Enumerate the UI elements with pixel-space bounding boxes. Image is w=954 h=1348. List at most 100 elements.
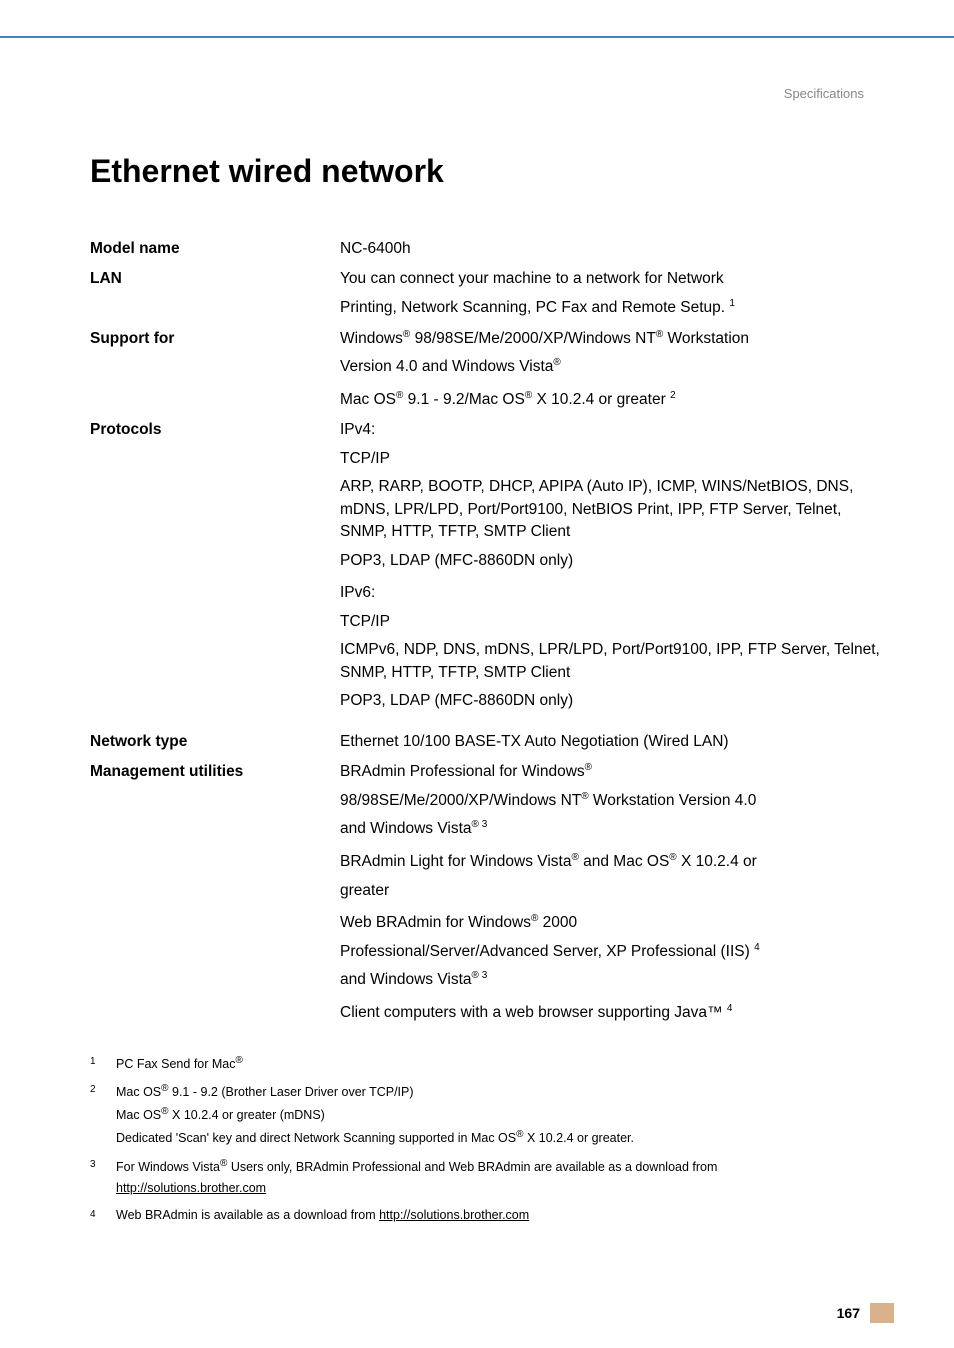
block: ICMPv6, NDP, DNS, mDNS, LPR/LPD, Port/Po…	[340, 639, 884, 712]
text: IPv6:	[340, 582, 884, 604]
t: You can connect your machine to a networ…	[340, 270, 724, 287]
t: 3	[482, 970, 488, 981]
value-protocols: IPv4: TCP/IP ARP, RARP, BOOTP, DHCP, API…	[340, 419, 884, 722]
t: 98/98SE/Me/2000/XP/Windows NT	[410, 330, 656, 347]
text: ICMPv6, NDP, DNS, mDNS, LPR/LPD, Port/Po…	[340, 639, 884, 684]
reg-mark: ®	[161, 1106, 168, 1117]
reg-mark: ®	[516, 1129, 523, 1140]
t: For Windows Vista	[116, 1160, 220, 1174]
t: X 10.2.4 or	[677, 853, 757, 870]
fn-num: 3	[90, 1156, 116, 1200]
text: and Windows Vista® 3	[340, 969, 884, 992]
text: Version 4.0 and Windows Vista®	[340, 356, 884, 379]
footnote-2: 2 Mac OS® 9.1 - 9.2 (Brother Laser Drive…	[90, 1081, 884, 1150]
label-protocols: Protocols	[90, 419, 340, 722]
text: 98/98SE/Me/2000/XP/Windows NT® Workstati…	[340, 790, 884, 813]
label-lan: LAN	[90, 268, 340, 319]
block: ARP, RARP, BOOTP, DHCP, APIPA (Auto IP),…	[340, 476, 884, 572]
footnote-4: 4 Web BRAdmin is available as a download…	[90, 1206, 884, 1227]
value-model-name: NC-6400h	[340, 238, 884, 260]
text: Mac OS® 9.1 - 9.2 (Brother Laser Driver …	[116, 1081, 634, 1102]
t: and Windows Vista	[340, 820, 472, 837]
text: Windows® 98/98SE/Me/2000/XP/Windows NT® …	[340, 328, 884, 351]
text: Web BRAdmin for Windows® 2000	[340, 912, 884, 935]
footnote-ref-2: 2	[670, 390, 676, 401]
text: BRAdmin Light for Windows Vista® and Mac…	[340, 851, 884, 874]
block: BRAdmin Professional for Windows® 98/98S…	[340, 761, 884, 841]
block: Windows® 98/98SE/Me/2000/XP/Windows NT® …	[340, 328, 884, 379]
t: 3	[482, 819, 488, 830]
t: Printing, Network Scanning, PC Fax and R…	[340, 299, 729, 316]
t: Dedicated 'Scan' key and direct Network …	[116, 1131, 516, 1145]
label-mgmt: Management utilities	[90, 761, 340, 1024]
t: Users only, BRAdmin Professional and Web…	[227, 1160, 717, 1174]
block: BRAdmin Light for Windows Vista® and Mac…	[340, 851, 884, 902]
text: and Windows Vista® 3	[340, 818, 884, 841]
t: Web BRAdmin is available as a download f…	[116, 1208, 379, 1222]
fn-num: 2	[90, 1081, 116, 1150]
fn-body: For Windows Vista® Users only, BRAdmin P…	[116, 1156, 717, 1200]
footnote-ref-3b: 3	[479, 970, 487, 981]
t: X 10.2.4 or greater	[532, 391, 670, 408]
link[interactable]: http://solutions.brother.com	[116, 1181, 266, 1195]
t: X 10.2.4 or greater (mDNS)	[169, 1109, 325, 1123]
page-content: Ethernet wired network Model name NC-640…	[0, 153, 954, 1227]
text: Client computers with a web browser supp…	[340, 1002, 884, 1025]
text: Ethernet 10/100 BASE-TX Auto Negotiation…	[340, 733, 729, 750]
block: Web BRAdmin for Windows® 2000 Profession…	[340, 912, 884, 992]
reg-mark: ®	[581, 791, 588, 802]
text: BRAdmin Professional for Windows®	[340, 761, 884, 784]
reg-mark: ®	[161, 1083, 168, 1094]
side-tab	[870, 1303, 894, 1323]
footnote-ref-4b: 4	[727, 1003, 733, 1014]
text: Dedicated 'Scan' key and direct Network …	[116, 1127, 634, 1148]
reg-mark: ®	[472, 970, 479, 981]
footnote-ref-1: 1	[729, 298, 735, 309]
value-lan: You can connect your machine to a networ…	[340, 268, 884, 319]
t: PC Fax Send for Mac	[116, 1057, 236, 1071]
t: Windows	[340, 330, 403, 347]
text: http://solutions.brother.com	[116, 1179, 717, 1198]
reg-mark: ®	[236, 1055, 243, 1066]
fn-body: Web BRAdmin is available as a download f…	[116, 1206, 529, 1227]
page-title: Ethernet wired network	[90, 153, 884, 190]
t: and Windows Vista	[340, 971, 472, 988]
fn-num: 4	[90, 1206, 116, 1227]
text: For Windows Vista® Users only, BRAdmin P…	[116, 1156, 717, 1177]
reg-mark: ®	[553, 357, 560, 368]
link[interactable]: http://solutions.brother.com	[379, 1208, 529, 1222]
text: Mac OS® X 10.2.4 or greater (mDNS)	[116, 1104, 634, 1125]
reg-mark: ®	[472, 819, 479, 830]
footnote-ref-4: 4	[754, 942, 760, 953]
text: greater	[340, 880, 884, 902]
reg-mark: ®	[585, 762, 592, 773]
text: PC Fax Send for Mac®	[116, 1053, 243, 1074]
text: ARP, RARP, BOOTP, DHCP, APIPA (Auto IP),…	[340, 476, 884, 543]
page-footer: 167	[0, 1233, 954, 1343]
text: Web BRAdmin is available as a download f…	[116, 1206, 529, 1225]
reg-mark: ®	[571, 852, 578, 863]
footnote-1: 1 PC Fax Send for Mac®	[90, 1053, 884, 1076]
label-model-name: Model name	[90, 238, 340, 260]
value-support: Windows® 98/98SE/Me/2000/XP/Windows NT® …	[340, 328, 884, 412]
text: Mac OS® 9.1 - 9.2/Mac OS® X 10.2.4 or gr…	[340, 389, 884, 412]
text: TCP/IP	[340, 611, 884, 633]
page-number: 167	[837, 1305, 860, 1321]
t: Professional/Server/Advanced Server, XP …	[340, 943, 754, 960]
t: 98/98SE/Me/2000/XP/Windows NT	[340, 792, 581, 809]
value-network-type: Ethernet 10/100 BASE-TX Auto Negotiation…	[340, 731, 884, 753]
fn-num: 1	[90, 1053, 116, 1076]
section-header: Specifications	[0, 38, 954, 101]
text: IPv4:	[340, 419, 884, 441]
reg-mark: ®	[669, 852, 676, 863]
spec-table: Model name NC-6400h LAN You can connect …	[90, 238, 884, 1025]
t: BRAdmin Professional for Windows	[340, 763, 585, 780]
fn-body: PC Fax Send for Mac®	[116, 1053, 243, 1076]
text: Professional/Server/Advanced Server, XP …	[340, 941, 884, 964]
t: Web BRAdmin for Windows	[340, 914, 531, 931]
footnotes: 1 PC Fax Send for Mac® 2 Mac OS® 9.1 - 9…	[90, 1053, 884, 1227]
t: X 10.2.4 or greater.	[524, 1131, 635, 1145]
t: 9.1 - 9.2 (Brother Laser Driver over TCP…	[169, 1086, 414, 1100]
text: You can connect your machine to a networ…	[340, 268, 884, 290]
t: Client computers with a web browser supp…	[340, 1004, 727, 1021]
